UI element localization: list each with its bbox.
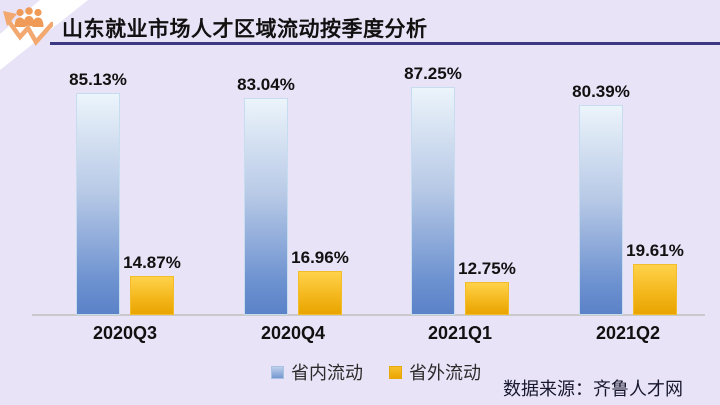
value-label-out-province: 12.75%: [458, 259, 516, 278]
bar-out-province: [130, 276, 174, 315]
bar-out-province: [633, 264, 677, 315]
bar-in-province: [76, 93, 120, 315]
category-label: 2021Q1: [427, 323, 493, 343]
category-label: 2021Q2: [595, 323, 661, 343]
legend: 省内流动 省外流动: [16, 359, 720, 385]
value-label-out-province: 14.87%: [123, 253, 181, 272]
source-text: 数据来源：齐鲁人才网: [503, 379, 683, 399]
legend-item-in-province: 省内流动: [271, 359, 363, 385]
legend-item-out-province: 省外流动: [389, 359, 481, 385]
title-underline: [50, 42, 720, 45]
category-label: 2020Q3: [92, 323, 158, 343]
legend-swatch-blue: [271, 365, 284, 379]
legend-swatch-yellow: [389, 365, 402, 379]
bar-in-province: [579, 105, 623, 315]
legend-label-out-province: 省外流动: [409, 363, 481, 383]
people-trend-icon: [3, 7, 53, 46]
page-title: 山东就业市场人才区域流动按季度分析: [62, 18, 428, 41]
bar-in-province: [244, 98, 288, 315]
axis-line: [32, 314, 705, 316]
value-label-in-province: 87.25%: [404, 64, 462, 83]
value-label-out-province: 16.96%: [291, 248, 349, 267]
bar-out-province: [298, 271, 342, 315]
value-label-in-province: 83.04%: [237, 75, 295, 94]
category-label: 2020Q4: [260, 323, 326, 343]
bar-in-province: [411, 87, 455, 315]
value-label-in-province: 80.39%: [572, 82, 630, 101]
bar-out-province: [465, 282, 509, 315]
value-label-in-province: 85.13%: [69, 70, 127, 89]
value-label-out-province: 19.61%: [626, 241, 684, 260]
legend-label-in-province: 省内流动: [291, 363, 363, 383]
